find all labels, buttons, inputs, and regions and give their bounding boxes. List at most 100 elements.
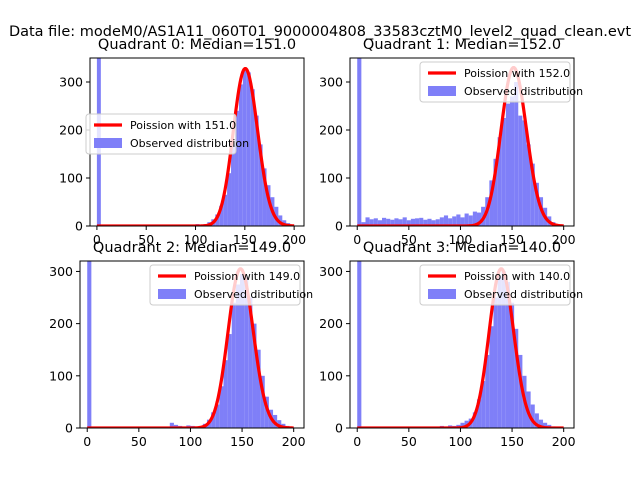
y-tick-label: 100 — [319, 368, 343, 383]
y-tick-label: 200 — [49, 316, 73, 331]
x-tick-label: 100 — [179, 434, 203, 449]
histogram-bar — [373, 218, 378, 226]
histogram-bar — [464, 213, 469, 226]
histogram-bar — [235, 284, 240, 428]
histogram-bar — [227, 334, 232, 428]
y-tick-label: 0 — [335, 219, 343, 234]
histogram-bar — [382, 217, 387, 226]
histogram-bar — [238, 84, 243, 226]
histogram-bar — [468, 215, 473, 226]
histogram-bar — [211, 412, 216, 428]
histogram-bar — [497, 276, 502, 428]
histogram-bar — [258, 144, 263, 226]
histogram-bar — [415, 218, 420, 226]
histogram-bar — [260, 375, 265, 428]
figure-suptitle: Data file: modeM0/AS1A11_060T01_90000048… — [9, 24, 631, 40]
histogram-bar — [357, 58, 362, 226]
y-tick-label: 200 — [59, 123, 83, 138]
histogram-bar — [501, 118, 506, 226]
histogram-bar — [219, 205, 224, 226]
histogram-bar — [501, 271, 506, 428]
quadrant-1-panel: 0 50 100 150 200 0 100 200 300 Quadrant 1: Median… — [319, 37, 583, 247]
histogram-bar — [278, 215, 283, 226]
legend-label-observed: Observed distribution — [464, 85, 583, 98]
legend: Poission with 149.0 Observed distribution — [149, 264, 313, 306]
histogram-bar — [357, 261, 362, 428]
histogram-bar — [439, 217, 444, 226]
x-tick-label: 50 — [401, 434, 417, 449]
quadrant-0-panel: 0 50 100 150 200 0 100 200 300 Quadrant 0: Median… — [59, 37, 306, 247]
histogram-bar — [262, 168, 267, 226]
histogram-bar — [215, 214, 220, 226]
y-tick-label: 0 — [65, 421, 73, 436]
histogram-bar — [452, 216, 457, 226]
legend: Poission with 140.0 Observed distribution — [419, 264, 583, 306]
x-tick-label: 100 — [184, 232, 208, 247]
histogram-bar — [460, 422, 465, 428]
histogram-bar — [514, 328, 519, 428]
legend-label-poisson: Poission with 151.0 — [130, 119, 236, 132]
x-tick-label: 50 — [138, 232, 154, 247]
histogram-bar — [530, 163, 535, 226]
y-tick-label: 0 — [75, 219, 83, 234]
histogram-bar — [377, 220, 382, 226]
histogram-bar — [394, 218, 399, 226]
histogram-bar — [476, 212, 482, 226]
histogram-bar — [518, 354, 523, 428]
histogram-bar — [448, 218, 453, 226]
histogram-bar — [534, 182, 539, 226]
legend-label-poisson: Poission with 152.0 — [464, 67, 570, 80]
histogram-bar — [386, 218, 391, 226]
y-tick-label: 0 — [335, 421, 343, 436]
histogram-bar — [493, 158, 498, 226]
x-tick-label: 0 — [93, 232, 101, 247]
quadrant-1-plot-area — [356, 58, 565, 226]
legend-patch-swatch — [158, 289, 186, 299]
histogram-bar — [240, 274, 245, 428]
legend: Poission with 151.0 Observed distribution — [85, 113, 249, 155]
subplot-title: Quadrant 0: Median=151.0 — [98, 37, 296, 53]
histogram-bar — [169, 422, 174, 428]
y-tick-label: 100 — [49, 368, 73, 383]
histogram-bar — [510, 302, 515, 428]
legend-box — [149, 264, 301, 306]
histogram-bar — [410, 218, 416, 226]
histogram-bar — [505, 103, 510, 226]
legend-patch-swatch — [94, 138, 122, 148]
x-tick-label: 200 — [282, 434, 306, 449]
histogram-bar — [427, 218, 432, 226]
legend-label-poisson: Poission with 149.0 — [194, 270, 300, 283]
axes-frame — [349, 260, 575, 429]
histogram-bar — [530, 404, 535, 428]
histogram-bar — [406, 220, 411, 226]
y-tick-label: 100 — [319, 171, 343, 186]
histogram-bar — [266, 185, 271, 226]
axes-frame — [349, 57, 575, 227]
histogram-bar — [223, 360, 228, 428]
legend-label-observed: Observed distribution — [464, 288, 583, 301]
x-tick-label: 100 — [449, 434, 473, 449]
y-tick-label: 300 — [319, 264, 343, 279]
histogram-bar — [489, 180, 494, 226]
histogram-bar — [398, 219, 403, 226]
legend-patch-swatch — [428, 289, 456, 299]
quadrant-3-panel: 0 50 100 150 200 0 100 200 300 Quadrant 3: Median… — [319, 240, 583, 449]
histogram-bar — [369, 219, 374, 226]
histogram-bar — [223, 194, 228, 226]
histogram-bar — [402, 217, 407, 226]
histogram-bar — [456, 214, 461, 226]
histogram-bar — [361, 222, 366, 226]
y-tick-label: 300 — [49, 264, 73, 279]
y-tick-label: 200 — [319, 316, 343, 331]
x-tick-label: 150 — [500, 232, 524, 247]
histogram-bar — [431, 220, 436, 226]
legend-box — [419, 61, 571, 103]
histogram-bar — [481, 381, 486, 428]
histogram-bar — [231, 144, 235, 226]
histogram-bar — [510, 96, 515, 226]
axes-frame — [79, 260, 305, 429]
legend-box — [419, 264, 571, 306]
subplot-title: Quadrant 1: Median=152.0 — [363, 37, 561, 53]
histogram-bar — [254, 115, 259, 226]
histogram-bar — [252, 323, 257, 428]
